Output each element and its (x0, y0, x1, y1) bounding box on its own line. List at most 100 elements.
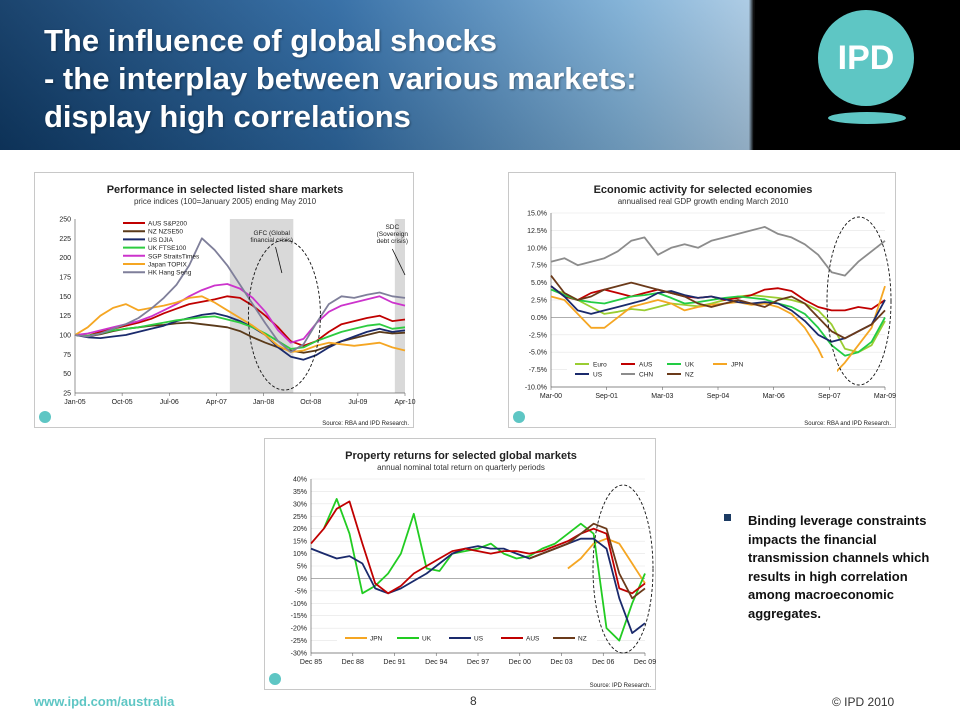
series-line-uk (550, 288, 886, 357)
series-line-nz (529, 522, 646, 600)
legend-label: AUS S&P200 (148, 221, 187, 228)
legend-label: US (593, 372, 603, 379)
title-line-1: The influence of global shocks (44, 23, 498, 58)
series-line-us (550, 285, 886, 343)
y-tick-label: -10% (291, 601, 307, 608)
legend-label: AUS (526, 636, 540, 643)
logo-swoosh (828, 112, 906, 124)
x-tick-label: Jan-05 (64, 399, 86, 406)
legend-label: CHN (639, 372, 653, 379)
gdp-dashed-oval (826, 216, 892, 386)
legend-label: JPN (731, 362, 744, 369)
y-tick-label: 25% (293, 514, 307, 521)
legend-label: NZ NZSE50 (148, 229, 183, 236)
y-tick-label: 225 (59, 236, 71, 243)
x-tick-label: Dec 06 (592, 659, 614, 666)
gfc-dashed-oval (247, 239, 321, 391)
x-tick-label: Dec 97 (467, 659, 489, 666)
x-tick-label: Mar-00 (540, 393, 562, 400)
y-tick-label: 35% (293, 489, 307, 496)
x-tick-label: Jul-09 (348, 399, 367, 406)
x-tick-label: Dec 03 (550, 659, 572, 666)
y-tick-label: -7.5% (529, 367, 547, 374)
series-line-aus-s-p200 (74, 295, 406, 347)
title-line-2: - the interplay between various markets: (44, 61, 637, 96)
legend-label: SGP StraitsTimes (148, 253, 200, 260)
y-tick-label: 250 (59, 217, 71, 224)
y-tick-label: 12.5% (527, 228, 547, 235)
x-tick-label: Dec 88 (342, 659, 364, 666)
chart-property-returns: Property returns for selected global mar… (264, 438, 656, 690)
y-tick-label: 75 (63, 352, 71, 359)
y-tick-label: 40% (293, 477, 307, 484)
chart-source: Source: RBA and IPD Research. (804, 421, 891, 427)
footer-url-link[interactable]: www.ipd.com/australia (34, 694, 175, 709)
property-dashed-oval (592, 484, 654, 654)
x-tick-label: Mar-03 (651, 393, 673, 400)
gfc-arrow (275, 246, 283, 274)
x-tick-label: Dec 91 (383, 659, 405, 666)
y-tick-label: 150 (59, 294, 71, 301)
ipd-mini-logo-icon (39, 411, 51, 423)
x-tick-label: Oct-08 (300, 399, 321, 406)
x-tick-label: Jan-08 (253, 399, 275, 406)
y-tick-label: 5% (297, 564, 307, 571)
series-line-japan-topix (74, 295, 406, 353)
x-tick-label: Jul-06 (160, 399, 179, 406)
sdc-shade (394, 219, 405, 393)
legend-label: UK (685, 362, 695, 369)
x-tick-label: Dec 85 (300, 659, 322, 666)
y-tick-label: 50 (63, 371, 71, 378)
series-line-us-djia (74, 312, 406, 361)
y-tick-label: -20% (291, 626, 307, 633)
y-tick-label: 25 (63, 391, 71, 398)
y-tick-label: -5.0% (529, 350, 547, 357)
series-line-hk-hang-seng (74, 237, 406, 353)
series-line-uk-ftse100 (74, 315, 406, 350)
y-tick-label: 15.0% (527, 211, 547, 218)
y-tick-label: -10.0% (525, 385, 547, 392)
gfc-shade (229, 219, 294, 393)
legend-label: NZ (685, 372, 694, 379)
y-tick-label: -30% (291, 651, 307, 658)
x-tick-label: Apr-07 (206, 399, 227, 406)
chart-share-svg: Performance in selected listed share mar… (39, 184, 416, 427)
chart-title: Property returns for selected global mar… (345, 450, 577, 462)
chart-subtitle: annual nominal total return on quarterly… (377, 463, 545, 472)
chart-title: Economic activity for selected economies (594, 184, 813, 196)
y-tick-label: 10.0% (527, 245, 547, 252)
legend-label: UK (422, 636, 432, 643)
legend-label: JPN (370, 636, 383, 643)
y-tick-label: 175 (59, 275, 71, 282)
y-tick-label: -5% (295, 588, 307, 595)
annotation-gfc-2: financial crisis) (250, 237, 293, 244)
y-tick-label: 2.5% (531, 298, 547, 305)
x-tick-label: Mar-06 (763, 393, 785, 400)
title-band (0, 0, 755, 150)
annotation-sdc-3: debt crisis) (377, 238, 408, 245)
legend-label: UK FTSE100 (148, 245, 187, 252)
x-tick-label: Sep-04 (707, 393, 730, 400)
series-line-jpn (567, 537, 646, 584)
x-tick-label: Apr-10 (394, 399, 415, 406)
legend-label: US (474, 636, 484, 643)
y-tick-label: 30% (293, 501, 307, 508)
bullet-square-icon (724, 514, 731, 521)
chart-source: Source: IPD Research. (590, 683, 652, 689)
chart-source: Source: RBA and IPD Research. (322, 421, 409, 427)
slide-title: The influence of global shocks - the int… (44, 22, 764, 136)
series-line-nz (550, 275, 886, 340)
chart-title: Performance in selected listed share mar… (107, 184, 344, 196)
annotation-gfc: GFC (Global (253, 230, 290, 237)
ipd-mini-logo-icon (269, 673, 281, 685)
title-line-3: display high correlations (44, 99, 411, 134)
series-line-aus (310, 500, 646, 595)
chart-subtitle: price indices (100=January 2005) ending … (134, 197, 317, 206)
legend-label: US DJIA (148, 237, 174, 244)
series-line-us (310, 537, 646, 634)
y-tick-label: 125 (59, 313, 71, 320)
copyright: © IPD 2010 (832, 695, 895, 709)
annotation-sdc: SDC (385, 224, 399, 231)
legend-label: Japan TOPIX (148, 262, 187, 269)
legend-box (567, 358, 837, 380)
